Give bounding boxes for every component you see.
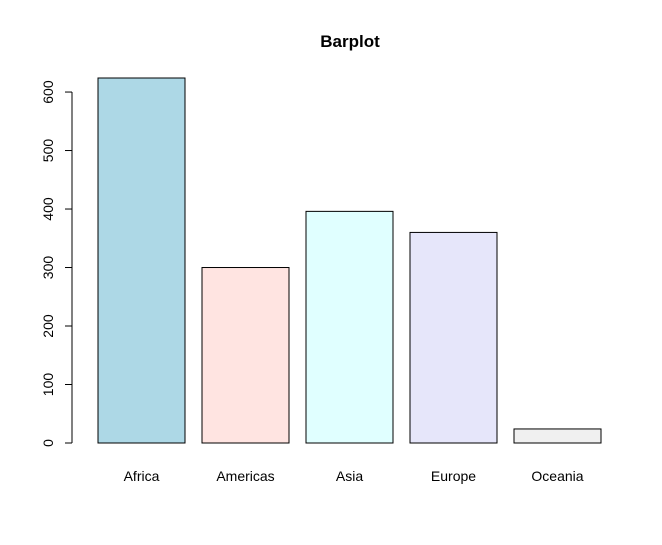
y-tick-label: 200 [40, 314, 56, 338]
x-category-label: Asia [336, 468, 363, 484]
y-tick-label: 400 [40, 197, 56, 221]
y-tick-label: 100 [40, 373, 56, 397]
y-tick-label: 0 [40, 439, 56, 447]
x-category-label: Africa [124, 468, 160, 484]
x-category-label: Americas [216, 468, 274, 484]
y-axis: 0 100 200 300 400 500 600 [40, 80, 73, 447]
bar-asia [305, 210, 394, 444]
bar-europe [409, 231, 498, 444]
y-tick-label: 300 [40, 256, 56, 280]
bar-americas [201, 267, 290, 444]
x-axis-labels: Africa Americas Asia Europe Oceania [124, 468, 584, 484]
chart-title: Barplot [320, 32, 380, 51]
bars-group [97, 77, 602, 444]
bar-oceania [513, 428, 602, 444]
y-tick-label: 500 [40, 139, 56, 163]
y-tick-label: 600 [40, 80, 56, 104]
x-category-label: Europe [431, 468, 476, 484]
x-category-label: Oceania [531, 468, 583, 484]
bar-africa [97, 77, 186, 444]
